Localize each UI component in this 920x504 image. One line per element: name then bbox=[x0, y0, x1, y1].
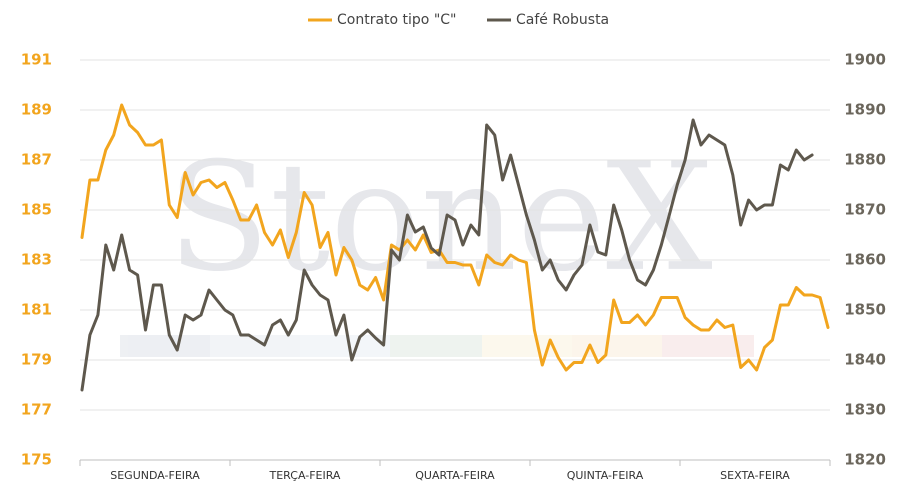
band bbox=[300, 335, 390, 357]
y-tick-label: 187 bbox=[21, 151, 52, 169]
y-tick-label: 189 bbox=[21, 101, 52, 119]
x-tick-label: SEGUNDA-FEIRA bbox=[110, 469, 200, 482]
y2-tick-label: 1900 bbox=[844, 51, 886, 69]
x-tick-label: TERÇA-FEIRA bbox=[269, 469, 341, 482]
x-tick-label: QUARTA-FEIRA bbox=[415, 469, 495, 482]
y-tick-label: 175 bbox=[21, 451, 52, 469]
x-tick-label: SEXTA-FEIRA bbox=[720, 469, 790, 482]
y2-tick-label: 1880 bbox=[844, 151, 886, 169]
x-tick-label: QUINTA-FEIRA bbox=[567, 469, 644, 482]
y-tick-label: 183 bbox=[21, 251, 52, 269]
y2-tick-label: 1820 bbox=[844, 451, 886, 469]
y-tick-label: 181 bbox=[21, 301, 52, 319]
series-line bbox=[80, 118, 814, 392]
y2-tick-label: 1840 bbox=[844, 351, 886, 369]
band bbox=[210, 335, 300, 357]
y2-tick-label: 1860 bbox=[844, 251, 886, 269]
y-tick-label: 179 bbox=[21, 351, 52, 369]
band bbox=[390, 335, 482, 357]
legend-label: Café Robusta bbox=[516, 12, 609, 28]
legend-label: Contrato tipo "C" bbox=[337, 12, 456, 28]
y2-tick-label: 1890 bbox=[844, 101, 886, 119]
y-tick-label: 185 bbox=[21, 201, 52, 219]
y2-tick-label: 1870 bbox=[844, 201, 886, 219]
series-line bbox=[80, 103, 830, 372]
band bbox=[120, 335, 210, 357]
y2-tick-label: 1830 bbox=[844, 401, 886, 419]
y-tick-label: 191 bbox=[21, 51, 52, 69]
band bbox=[662, 335, 754, 357]
watermark-bands bbox=[120, 335, 754, 357]
y-tick-label: 177 bbox=[21, 401, 52, 419]
band bbox=[482, 335, 572, 357]
y2-tick-label: 1850 bbox=[844, 301, 886, 319]
